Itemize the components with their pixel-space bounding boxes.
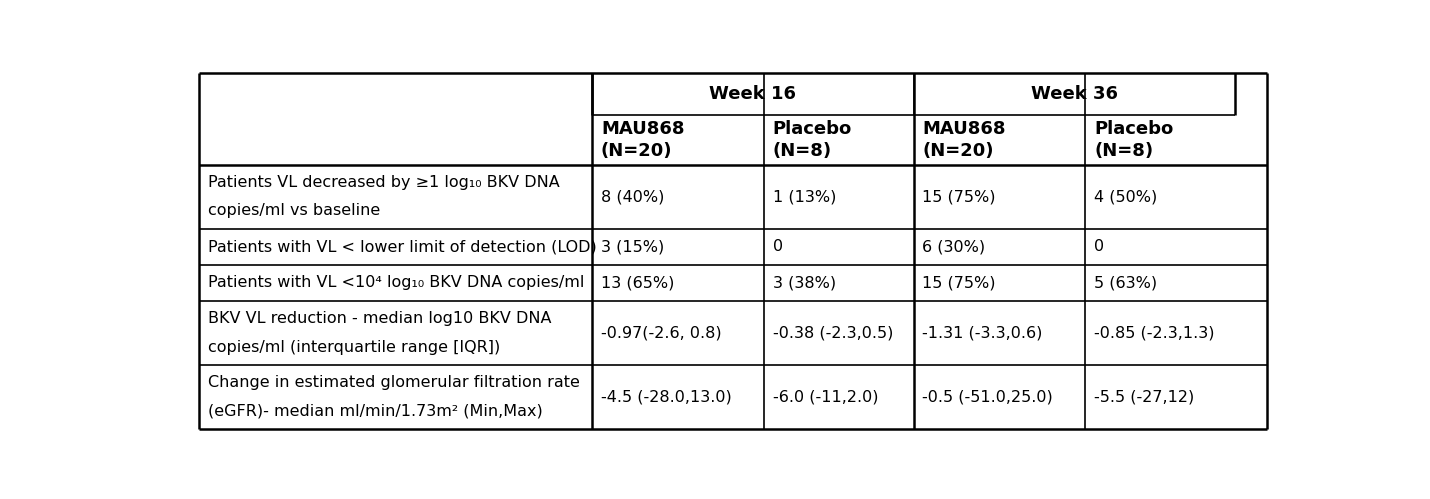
Text: 13 (65%): 13 (65%): [601, 275, 675, 290]
Text: 0: 0: [1094, 239, 1104, 254]
Text: -0.85 (-2.3,1.3): -0.85 (-2.3,1.3): [1094, 325, 1214, 340]
Text: copies/ml vs baseline: copies/ml vs baseline: [207, 203, 380, 218]
Text: -6.0 (-11,2.0): -6.0 (-11,2.0): [772, 389, 878, 404]
Text: BKV VL reduction - median log10 BKV DNA: BKV VL reduction - median log10 BKV DNA: [207, 311, 551, 326]
Text: -0.97(-2.6, 0.8): -0.97(-2.6, 0.8): [601, 325, 722, 340]
Text: Week 36: Week 36: [1031, 85, 1118, 103]
Text: (N=20): (N=20): [601, 142, 672, 160]
Text: Patients with VL <10⁴ log₁₀ BKV DNA copies/ml: Patients with VL <10⁴ log₁₀ BKV DNA copi…: [207, 275, 583, 290]
Text: Placebo: Placebo: [1094, 120, 1174, 138]
Text: 15 (75%): 15 (75%): [922, 189, 995, 204]
Text: (N=20): (N=20): [922, 142, 994, 160]
Text: 0: 0: [772, 239, 782, 254]
Text: -0.5 (-51.0,25.0): -0.5 (-51.0,25.0): [922, 389, 1052, 404]
Text: copies/ml (interquartile range [IQR]): copies/ml (interquartile range [IQR]): [207, 339, 500, 354]
Text: -4.5 (-28.0,13.0): -4.5 (-28.0,13.0): [601, 389, 732, 404]
Text: 8 (40%): 8 (40%): [601, 189, 665, 204]
Text: 6 (30%): 6 (30%): [922, 239, 985, 254]
Text: Placebo: Placebo: [772, 120, 852, 138]
Text: MAU868: MAU868: [601, 120, 685, 138]
Text: -0.38 (-2.3,0.5): -0.38 (-2.3,0.5): [772, 325, 894, 340]
Text: 3 (38%): 3 (38%): [772, 275, 837, 290]
Text: (eGFR)- median ml/min/1.73m² (Min,Max): (eGFR)- median ml/min/1.73m² (Min,Max): [207, 403, 542, 418]
Text: -1.31 (-3.3,0.6): -1.31 (-3.3,0.6): [922, 325, 1042, 340]
Text: -5.5 (-27,12): -5.5 (-27,12): [1094, 389, 1194, 404]
Text: (N=8): (N=8): [1094, 142, 1153, 160]
Text: Change in estimated glomerular filtration rate: Change in estimated glomerular filtratio…: [207, 375, 579, 390]
Text: Patients VL decreased by ≥1 log₁₀ BKV DNA: Patients VL decreased by ≥1 log₁₀ BKV DN…: [207, 175, 559, 190]
Text: 1 (13%): 1 (13%): [772, 189, 837, 204]
Text: (N=8): (N=8): [772, 142, 832, 160]
Text: 4 (50%): 4 (50%): [1094, 189, 1157, 204]
Text: 3 (15%): 3 (15%): [601, 239, 665, 254]
Text: Week 16: Week 16: [709, 85, 797, 103]
Text: 15 (75%): 15 (75%): [922, 275, 995, 290]
Text: 5 (63%): 5 (63%): [1094, 275, 1157, 290]
Text: MAU868: MAU868: [922, 120, 1005, 138]
Text: Patients with VL < lower limit of detection (LOD): Patients with VL < lower limit of detect…: [207, 239, 596, 254]
